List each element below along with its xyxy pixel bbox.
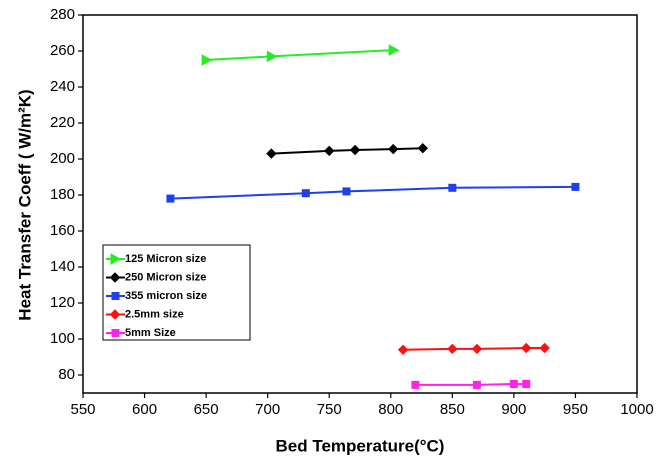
legend-label: 5mm Size: [125, 327, 176, 339]
series-line: [170, 185, 576, 200]
marker: [388, 44, 400, 56]
marker: [448, 183, 457, 192]
legend-box: [102, 244, 251, 341]
marker: [397, 344, 409, 356]
legend-marker: [109, 309, 121, 320]
marker: [417, 142, 428, 154]
y-tick-label: 100: [50, 330, 75, 347]
marker: [266, 148, 277, 159]
x-tick-label: 650: [194, 401, 219, 418]
y-axis-title: Heat Transfer Coeff ( W/m²K): [15, 89, 34, 320]
y-tick-label: 240: [50, 78, 75, 95]
marker: [201, 54, 213, 66]
legend-label: 250 Micron size: [125, 271, 206, 283]
marker: [447, 343, 458, 355]
y-tick-label: 200: [50, 150, 75, 167]
legend-marker: [110, 253, 122, 265]
marker: [571, 182, 580, 191]
marker: [520, 342, 532, 354]
y-tick-label: 180: [50, 186, 75, 203]
y-tick-label: 160: [50, 222, 75, 239]
marker: [509, 380, 518, 388]
y-tick-label: 280: [50, 6, 75, 23]
marker: [349, 144, 361, 156]
series-line: [206, 49, 394, 61]
x-tick-label: 950: [563, 401, 588, 418]
marker: [522, 380, 531, 388]
marker: [301, 189, 310, 198]
x-tick-label: 800: [378, 401, 403, 418]
marker: [324, 145, 335, 157]
series-line: [271, 147, 423, 155]
marker: [342, 187, 351, 196]
marker: [411, 380, 420, 389]
x-tick-label: 850: [440, 401, 465, 418]
plot-frame: [82, 14, 638, 394]
x-tick-label: 700: [255, 401, 280, 418]
y-tick-label: 140: [50, 258, 75, 275]
marker: [539, 342, 550, 354]
marker: [388, 143, 399, 155]
legend-marker: [109, 272, 121, 283]
x-axis-title: Bed Temperature(°C): [276, 436, 445, 455]
marker: [471, 343, 483, 355]
y-tick-label: 80: [58, 366, 75, 383]
legend-marker: [111, 292, 120, 300]
y-tick-label: 260: [50, 42, 75, 59]
legend-label: 355 micron size: [125, 290, 207, 302]
series-line: [415, 383, 527, 386]
x-tick-label: 750: [317, 401, 342, 418]
marker: [166, 194, 175, 203]
legend-marker: [111, 329, 120, 337]
legend-label: 125 Micron size: [125, 253, 206, 265]
marker: [266, 50, 278, 63]
y-tick-label: 120: [50, 294, 75, 311]
marker: [472, 380, 481, 389]
x-tick-label: 900: [501, 401, 526, 418]
y-tick-label: 220: [50, 114, 75, 131]
x-tick-label: 550: [70, 401, 95, 418]
x-tick-label: 1000: [620, 401, 653, 418]
x-tick-label: 600: [132, 401, 157, 418]
legend-label: 2.5mm size: [125, 308, 184, 320]
